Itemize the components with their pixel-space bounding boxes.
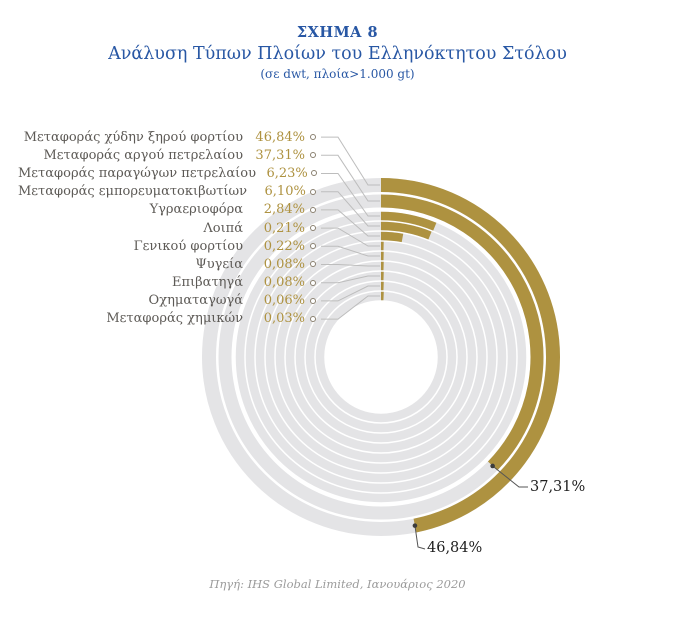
callout-label-bulk: 46,84% — [427, 540, 483, 556]
leader-line — [321, 154, 380, 202]
percent-value: 0,21% — [263, 220, 305, 236]
ring-track — [305, 281, 457, 433]
percent-value: 0,08% — [263, 256, 305, 272]
legend-row: Οχηματαγωγά 0,06% — [18, 292, 320, 310]
callout-dot-icon — [490, 463, 495, 469]
source-note: Πηγή: IHS Global Limited, Ιανουάριος 202… — [209, 577, 466, 591]
category-label: Οχηματαγωγά — [148, 293, 243, 309]
ring-arc — [380, 178, 560, 533]
marker-dot-icon — [305, 279, 320, 286]
marker-dot-icon — [305, 134, 320, 141]
callout-label-crude: 37,31% — [530, 479, 586, 495]
ring-arc — [380, 221, 432, 240]
percent-value: 0,06% — [263, 293, 305, 309]
legend-row: Μεταφοράς χύδην ξηρού φορτίου 46,84% — [18, 128, 320, 146]
marker-dot-icon — [305, 297, 320, 304]
marker-dot-icon — [305, 225, 320, 232]
marker-dot-icon — [305, 206, 320, 213]
marker-dot-icon — [305, 315, 320, 322]
marker-dot-icon — [305, 152, 320, 159]
leader-line — [321, 136, 380, 186]
ring-arc — [380, 231, 404, 243]
marker-dot-icon — [305, 261, 320, 268]
legend-row: Υγραεριοφόρα 2,84% — [18, 201, 320, 219]
leader-line — [321, 191, 380, 227]
leader-line — [321, 264, 380, 267]
category-label: Μεταφοράς εμπορευματοκιβωτίων — [18, 184, 247, 200]
chart-header: ΣΧΗΜΑ 8 Ανάλυση Τύπων Πλοίων του Ελληνόκ… — [0, 24, 675, 81]
leader-line — [321, 275, 380, 284]
category-label: Επιβατηγά — [172, 275, 243, 291]
callout-dot-icon — [412, 523, 418, 528]
leader-line — [321, 245, 380, 257]
legend-row: Ψυγεία 0,08% — [18, 255, 320, 273]
category-label: Μεταφοράς χημικών — [106, 311, 243, 327]
category-label: Γενικού φορτίου — [133, 238, 243, 254]
chart-subtitle: (σε dwt, πλοία>1.000 gt) — [260, 67, 415, 81]
leader-line — [321, 173, 380, 217]
legend-row: Επιβατηγά 0,08% — [18, 274, 320, 292]
leader-line — [321, 209, 380, 237]
percent-value: 6,10% — [264, 184, 306, 200]
page-title: Ανάλυση Τύπων Πλοίων του Ελληνόκτητου Στ… — [108, 44, 567, 64]
percent-value: 46,84% — [255, 129, 305, 145]
ring-track — [295, 271, 467, 443]
category-label: Μεταφοράς αργού πετρελαίου — [43, 147, 243, 163]
legend-row: Λοιπά 0,21% — [18, 219, 320, 237]
leader-line — [321, 295, 380, 320]
marker-dot-icon — [308, 170, 320, 177]
percent-value: 0,22% — [263, 238, 305, 254]
category-label: Ψυγεία — [195, 256, 243, 272]
ring-arc — [380, 211, 437, 231]
leader-line — [321, 227, 380, 247]
marker-dot-icon — [305, 243, 320, 250]
percent-value: 6,23% — [266, 165, 308, 181]
marker-dot-icon — [306, 188, 320, 195]
percent-value: 2,84% — [263, 202, 305, 218]
category-legend: Μεταφοράς χύδην ξηρού φορτίου 46,84% Μεταφ… — [18, 128, 320, 328]
percent-value: 0,08% — [263, 275, 305, 291]
callout-line — [492, 465, 528, 488]
category-label: Μεταφοράς χύδην ξηρού φορτίου — [23, 129, 243, 145]
legend-row: Γενικού φορτίου 0,22% — [18, 237, 320, 255]
callout-line — [414, 525, 426, 550]
category-label: Υγραεριοφόρα — [149, 202, 243, 218]
leader-line — [321, 285, 380, 302]
legend-row: Μεταφοράς αργού πετρελαίου 37,31% — [18, 146, 320, 164]
ring-arc — [380, 194, 544, 471]
legend-row: Μεταφοράς εμπορευματοκιβωτίων 6,10% — [18, 183, 320, 201]
legend-row: Μεταφοράς παραγώγων πετρελαίου 6,23% — [18, 164, 320, 182]
category-label: Μεταφοράς παραγώγων πετρελαίου — [18, 165, 256, 181]
percent-value: 37,31% — [255, 147, 305, 163]
legend-row: Μεταφοράς χημικών 0,03% — [18, 310, 320, 328]
figure-number: ΣΧΗΜΑ 8 — [296, 24, 379, 41]
category-label: Λοιπά — [203, 220, 243, 236]
ring-track — [315, 291, 447, 423]
percent-value: 0,03% — [263, 311, 305, 327]
